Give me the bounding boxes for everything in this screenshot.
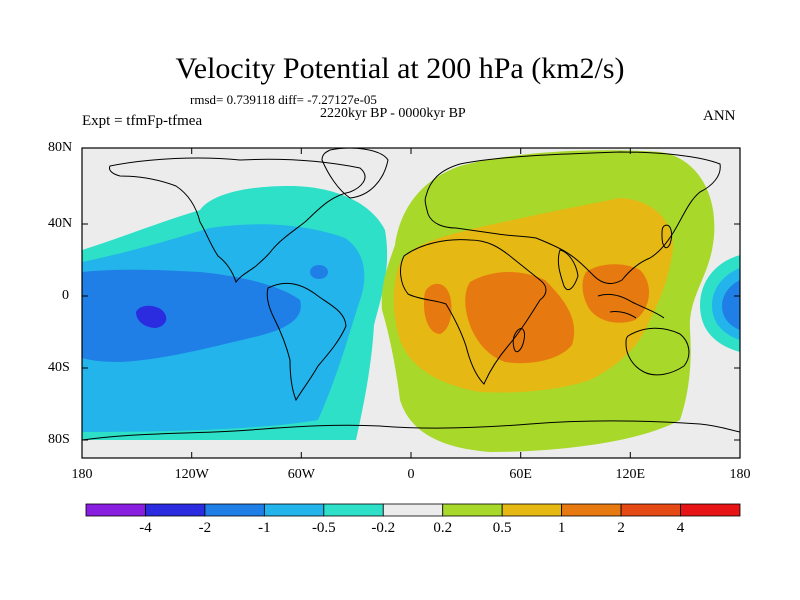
period-label: 2220kyr BP - 0000kyr BP [320,106,466,121]
lon-label-180w: 180 [71,467,93,482]
colorbar-label: 1 [557,520,566,536]
colorbar-swatch [145,503,206,517]
contour-neg-2 [136,305,167,328]
contour-neg-1 [82,269,301,362]
lat-ticks [82,147,740,441]
experiment-label: Expt = tfmFp-tfmea [82,113,203,129]
colorbar-swatch [620,503,681,517]
lon-ticks [81,148,741,458]
map-title: Velocity Potential at 200 hPa (km2/s) [175,52,625,85]
lat-label-80n: 80N [48,140,73,155]
colorbar-label: -0.2 [371,520,396,536]
colorbar-swatch [501,503,563,517]
coast-north-america [109,157,366,284]
colorbar-swatch [382,503,444,517]
coastlines [82,148,740,441]
colorbar-label: 2 [617,520,625,536]
stats-label: rmsd= 0.739118 diff= -7.27127e-05 [190,92,377,107]
coast-australia [625,327,690,376]
colorbar-label: 0.5 [492,520,512,536]
coast-africa [400,239,547,385]
contour-neg-east-1 [722,280,740,330]
colorbar-label: 4 [676,520,685,536]
coast-japan [661,224,673,249]
coast-maritime-continent [597,293,665,319]
season-label: ANN [703,108,736,124]
lat-label-80s: 80S [48,432,70,447]
colorbar-label: -4 [139,520,152,536]
colorbar-label: 0.2 [433,520,453,536]
colorbar-label: -0.5 [311,520,336,536]
colorbar-label: -1 [258,520,271,536]
contour-pos-1-westafrica [424,283,452,334]
contour-fields [82,150,740,452]
colorbar-swatch [442,503,503,517]
coast-madagascar [512,327,525,353]
colorbar-swatch [85,503,146,517]
lat-label-eq: 0 [62,288,69,303]
coast-indian-subcontinent [557,249,579,291]
lon-label-120e: 120E [615,467,646,482]
lon-label-0: 0 [407,467,415,482]
lon-label-120w: 120W [174,467,209,482]
coast-antarctica [82,420,740,441]
contour-pos-1-asia [582,264,650,323]
lat-label-40n: 40N [48,216,73,231]
colorbar-swatch [323,503,384,517]
colorbar-swatch [680,503,741,517]
lat-label-40s: 40S [48,360,70,375]
coast-south-america [266,282,347,402]
colorbar-label: -2 [198,520,212,536]
coast-greenland [321,148,389,199]
colorbar-swatch [204,503,265,517]
coast-eurasia [424,151,721,284]
colorbar-swatch [263,503,325,517]
contour-neg-1-caribbean [310,265,328,279]
lon-label-180e: 180 [729,467,751,482]
contour-pos-1 [465,271,575,364]
lon-label-60e: 60E [509,467,532,482]
colorbar [85,503,741,517]
lon-label-60w: 60W [287,467,315,482]
colorbar-swatch [561,503,622,517]
